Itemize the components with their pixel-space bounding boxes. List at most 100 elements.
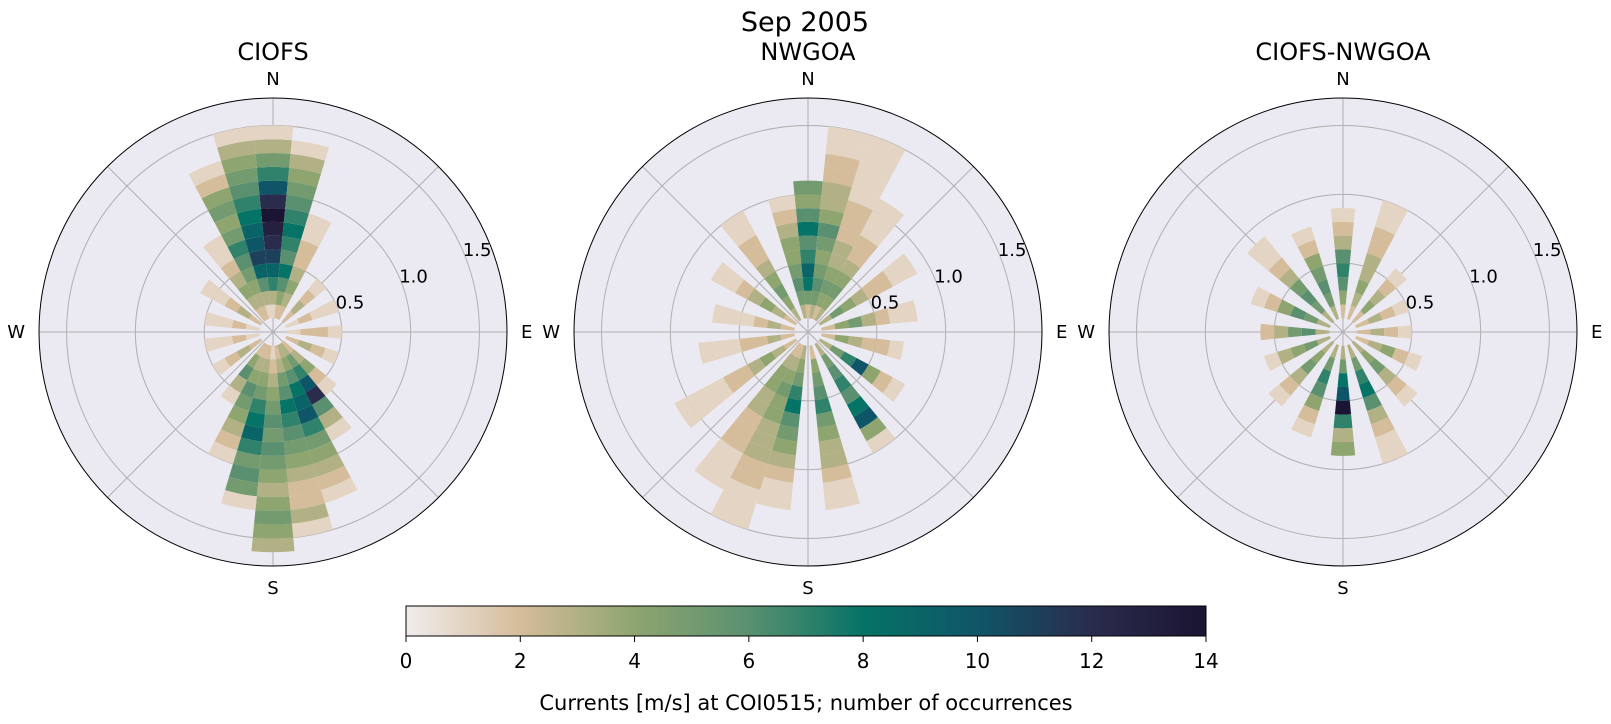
- histogram-wedge: [1289, 366, 1309, 386]
- histogram-wedge: [1340, 304, 1346, 319]
- histogram-wedge: [817, 424, 840, 442]
- panels: 0.5 1.0 1.5 N E S W CIOFS 0.5 1.0 1.5 N E S W NWGOA 0.5 1…: [7, 38, 1602, 599]
- histogram-wedge: [274, 345, 281, 360]
- histogram-wedge: [282, 222, 305, 240]
- histogram-wedge: [203, 234, 228, 258]
- histogram-wedge: [871, 370, 893, 394]
- histogram-wedge: [756, 490, 792, 511]
- histogram-wedge: [859, 417, 887, 442]
- histogram-wedge: [299, 289, 316, 306]
- angular-grid-line: [107, 166, 274, 333]
- histogram-wedge: [1350, 292, 1363, 308]
- histogram-wedge: [698, 383, 723, 411]
- histogram-wedge: [270, 304, 276, 319]
- histogram-wedge: [253, 263, 268, 280]
- histogram-wedge: [861, 279, 881, 300]
- histogram-wedge: [261, 358, 271, 374]
- histogram-wedge: [1321, 340, 1335, 354]
- radial-tick-label: 1.5: [1533, 240, 1562, 261]
- histogram-wedge: [1379, 306, 1396, 321]
- histogram-wedge: [1338, 359, 1348, 374]
- histogram-wedge: [204, 337, 221, 352]
- histogram-wedge: [1310, 380, 1328, 398]
- histogram-wedge: [805, 304, 811, 319]
- histogram-wedge: [279, 249, 297, 267]
- colorbar-gradient: [405, 605, 1207, 637]
- histogram-wedge: [1378, 441, 1408, 464]
- histogram-wedge: [798, 235, 818, 250]
- histogram-wedge: [773, 283, 789, 301]
- histogram-wedge: [814, 307, 826, 322]
- histogram-wedge: [284, 368, 299, 385]
- histogram-wedge: [775, 380, 793, 398]
- histogram-wedge: [279, 397, 297, 415]
- histogram-wedge: [1287, 326, 1302, 338]
- histogram-wedge: [799, 249, 817, 264]
- histogram-wedge: [299, 358, 316, 375]
- histogram-wedge: [823, 266, 841, 284]
- histogram-wedge: [815, 292, 828, 308]
- polar-frame: [38, 97, 508, 567]
- histogram-wedge: [1386, 268, 1407, 289]
- histogram-wedge: [853, 234, 878, 258]
- histogram-wedge: [285, 319, 300, 329]
- histogram-wedge: [1377, 366, 1397, 386]
- histogram-wedge: [257, 371, 269, 387]
- histogram-wedge: [846, 247, 870, 269]
- histogram-wedge: [270, 345, 276, 360]
- histogram-wedge: [327, 325, 342, 339]
- histogram-wedge: [218, 316, 234, 328]
- histogram-wedge: [818, 208, 844, 227]
- histogram-wedge: [260, 305, 270, 320]
- histogram-wedge: [812, 371, 824, 387]
- histogram-wedge: [1250, 286, 1271, 309]
- histogram-wedge: [276, 305, 286, 320]
- histogram-wedge: [267, 276, 279, 291]
- histogram-wedge: [831, 239, 854, 260]
- histogram-wedge: [261, 290, 271, 306]
- histogram-wedge: [279, 342, 291, 357]
- histogram-wedge: [233, 450, 261, 469]
- histogram-wedge: [229, 374, 248, 393]
- histogram-wedge: [1311, 349, 1326, 364]
- histogram-wedge: [816, 411, 836, 428]
- histogram-wedge: [780, 333, 795, 340]
- radial-tick-label: 1.0: [399, 266, 428, 287]
- histogram-wedge: [1317, 279, 1332, 296]
- colorbar-tick-label: 4: [628, 649, 641, 673]
- histogram-wedge: [873, 308, 891, 326]
- histogram-wedge: [843, 200, 873, 223]
- histogram-wedge: [285, 335, 300, 345]
- histogram-wedge: [318, 406, 343, 430]
- histogram-wedge: [800, 345, 807, 360]
- histogram-wedge: [321, 347, 339, 365]
- histogram-wedge: [289, 490, 325, 511]
- histogram-wedge: [1378, 200, 1408, 223]
- histogram-wedge: [1291, 226, 1316, 248]
- histogram-wedge: [783, 338, 798, 350]
- histogram-wedge: [1291, 416, 1316, 438]
- histogram-wedge: [710, 377, 734, 402]
- histogram-wedge: [227, 404, 250, 425]
- histogram-wedge: [839, 297, 857, 313]
- histogram-wedge: [846, 395, 870, 417]
- histogram-wedge: [265, 345, 272, 360]
- histogram-wedge: [796, 290, 806, 306]
- histogram-wedge: [1362, 252, 1382, 272]
- histogram-wedge: [1297, 404, 1320, 425]
- histogram-wedge: [1395, 384, 1418, 407]
- histogram-wedge: [813, 384, 828, 401]
- histogram-wedge: [839, 213, 867, 235]
- histogram-wedge: [882, 262, 906, 287]
- histogram-wedge: [694, 459, 731, 490]
- histogram-wedge: [826, 126, 868, 148]
- histogram-wedge: [1297, 239, 1320, 260]
- histogram-wedge: [292, 392, 312, 412]
- histogram-wedge: [1355, 335, 1370, 345]
- histogram-wedge: [304, 213, 332, 235]
- histogram-wedge: [1277, 347, 1295, 365]
- histogram-wedge: [305, 385, 326, 405]
- histogram-wedge: [887, 304, 904, 324]
- histogram-wedge: [237, 208, 263, 227]
- histogram-wedge: [282, 424, 305, 442]
